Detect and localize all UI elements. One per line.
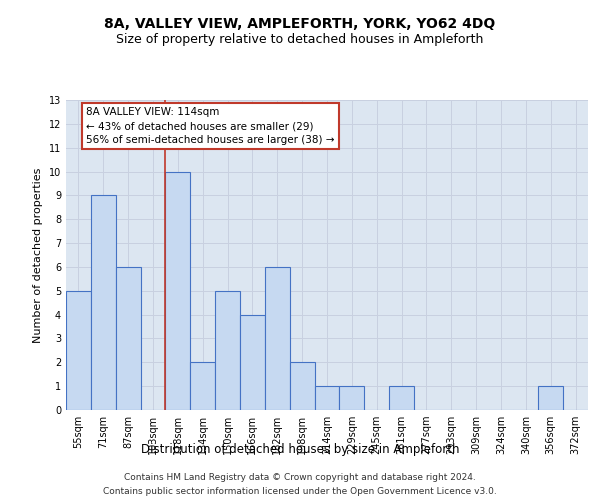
Bar xyxy=(314,386,340,410)
Bar xyxy=(538,386,563,410)
Text: Distribution of detached houses by size in Ampleforth: Distribution of detached houses by size … xyxy=(141,442,459,456)
Text: Contains HM Land Registry data © Crown copyright and database right 2024.: Contains HM Land Registry data © Crown c… xyxy=(124,472,476,482)
Bar xyxy=(290,362,314,410)
Text: 8A, VALLEY VIEW, AMPLEFORTH, YORK, YO62 4DQ: 8A, VALLEY VIEW, AMPLEFORTH, YORK, YO62 … xyxy=(104,18,496,32)
Bar xyxy=(190,362,215,410)
Bar xyxy=(91,196,116,410)
Bar xyxy=(265,267,290,410)
Bar xyxy=(215,291,240,410)
Bar xyxy=(389,386,414,410)
Bar xyxy=(340,386,364,410)
Bar xyxy=(66,291,91,410)
Bar xyxy=(116,267,140,410)
Text: 8A VALLEY VIEW: 114sqm
← 43% of detached houses are smaller (29)
56% of semi-det: 8A VALLEY VIEW: 114sqm ← 43% of detached… xyxy=(86,107,334,145)
Bar xyxy=(240,314,265,410)
Y-axis label: Number of detached properties: Number of detached properties xyxy=(33,168,43,342)
Text: Size of property relative to detached houses in Ampleforth: Size of property relative to detached ho… xyxy=(116,32,484,46)
Text: Contains public sector information licensed under the Open Government Licence v3: Contains public sector information licen… xyxy=(103,488,497,496)
Bar xyxy=(166,172,190,410)
